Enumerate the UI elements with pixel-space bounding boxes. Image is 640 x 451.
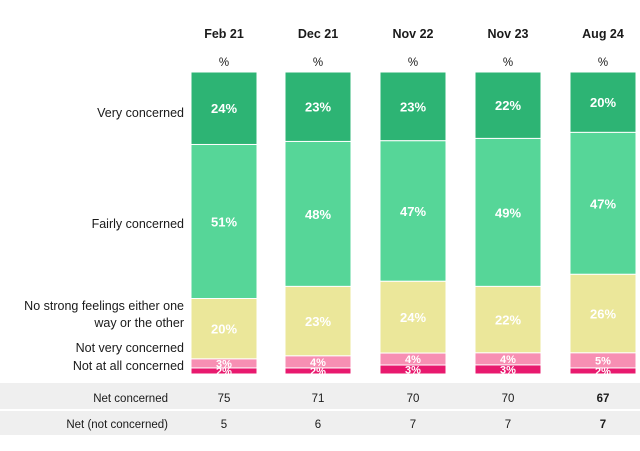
data-label-not-at-all-concerned-feb-21: 2% [216,366,232,378]
net-value-net-not-concerned-feb-21: 5 [221,419,227,431]
data-label-no-strong-feelings-either-one-way-or-the-other-dec-21: 23% [305,314,331,329]
data-label-not-very-concerned-nov-23: 4% [500,354,516,366]
series-label-not-at-all-concerned: Not at all concerned [73,359,184,373]
bar-segment-not-at-all-concerned-feb-21 [190,367,258,375]
data-label-very-concerned-aug-24: 20% [590,95,616,110]
data-label-not-at-all-concerned-nov-22: 3% [405,365,421,377]
bar-segment-fairly-concerned-aug-24 [569,131,637,275]
series-label-very-concerned: Very concerned [97,106,184,120]
bar-segment-not-at-all-concerned-dec-21 [284,367,352,375]
data-label-fairly-concerned-nov-23: 49% [495,205,521,220]
bar-segment-no-strong-feelings-either-one-way-or-the-other-aug-24 [569,273,637,354]
data-label-no-strong-feelings-either-one-way-or-the-other-feb-21: 20% [211,322,237,337]
column-header-feb-21: Feb 21 [204,27,244,41]
net-value-net-concerned-aug-24: 67 [597,393,610,405]
bar-segment-very-concerned-nov-23 [474,71,542,139]
bar-segment-no-strong-feelings-either-one-way-or-the-other-nov-23 [474,285,542,354]
data-label-no-strong-feelings-either-one-way-or-the-other-aug-24: 26% [590,307,616,322]
net-value-net-not-concerned-nov-23: 7 [505,419,511,431]
bar-segment-fairly-concerned-nov-22 [379,140,447,282]
bar-segment-fairly-concerned-nov-23 [474,137,542,287]
net-value-net-concerned-dec-21: 71 [312,393,325,405]
data-label-fairly-concerned-nov-22: 47% [400,204,426,219]
bar-segment-very-concerned-feb-21 [190,71,258,145]
unit-label: % [313,57,323,69]
net-table-background [0,383,640,435]
data-label-not-at-all-concerned-dec-21: 2% [310,366,326,378]
bar-segment-very-concerned-nov-22 [379,71,447,142]
net-value-net-not-concerned-aug-24: 7 [600,419,606,431]
data-label-very-concerned-nov-22: 23% [400,99,426,114]
data-label-not-at-all-concerned-nov-23: 3% [500,364,516,376]
data-label-not-very-concerned-feb-21: 3% [216,358,232,370]
unit-label: % [598,57,608,69]
data-label-very-concerned-feb-21: 24% [211,101,237,116]
bar-segment-not-at-all-concerned-aug-24 [569,367,637,375]
data-label-no-strong-feelings-either-one-way-or-the-other-nov-22: 24% [400,310,426,325]
column-headers: Feb 21% Dec 21% Nov 22% Nov 23% Aug 24% [204,27,624,69]
series-labels: Very concerned Fairly concerned No strong … [24,106,184,373]
data-label-fairly-concerned-feb-21: 51% [211,214,237,229]
unit-label: % [408,57,418,69]
data-label-fairly-concerned-dec-21: 48% [305,207,331,222]
bar-segment-very-concerned-aug-24 [569,71,637,133]
bar-segment-no-strong-feelings-either-one-way-or-the-other-nov-22 [379,280,447,354]
unit-label: % [219,57,229,69]
net-row-label-net-not-concerned: Net (not concerned) [66,419,168,431]
data-label-not-very-concerned-nov-22: 4% [405,354,421,366]
column-header-nov-23: Nov 23 [488,27,529,41]
series-label-no-strong-feelings-either-one-way-or-the-other: No strong feelings either one way or the … [24,299,184,330]
bar-segment-not-at-all-concerned-nov-23 [474,364,542,375]
unit-label: % [503,57,513,69]
bars [190,71,637,375]
data-label-not-at-all-concerned-aug-24: 2% [595,366,611,378]
bar-segment-no-strong-feelings-either-one-way-or-the-other-dec-21 [284,285,352,357]
series-label-fairly-concerned: Fairly concerned [92,217,184,231]
data-label-not-very-concerned-aug-24: 5% [595,355,611,367]
data-label-not-very-concerned-dec-21: 4% [310,357,326,369]
data-label-very-concerned-nov-23: 22% [495,98,521,113]
net-row-label-net-concerned: Net concerned [93,393,168,405]
bar-segment-no-strong-feelings-either-one-way-or-the-other-feb-21 [190,298,258,360]
series-label-not-very-concerned: Not very concerned [76,341,184,355]
net-value-net-not-concerned-nov-22: 7 [410,419,416,431]
bar-segment-not-at-all-concerned-nov-22 [379,364,447,375]
column-header-nov-22: Nov 22 [393,27,434,41]
data-label-fairly-concerned-aug-24: 47% [590,196,616,211]
net-value-net-concerned-nov-23: 70 [502,393,515,405]
data-label-no-strong-feelings-either-one-way-or-the-other-nov-23: 22% [495,313,521,328]
net-value-net-concerned-feb-21: 75 [218,393,231,405]
segment-value-labels: 24%51%20%3%2%23%48%23%4%2%23%47%24%4%3%2… [211,95,616,378]
column-header-dec-21: Dec 21 [298,27,338,41]
net-value-net-not-concerned-dec-21: 6 [315,419,321,431]
net-value-net-concerned-nov-22: 70 [407,393,420,405]
data-label-very-concerned-dec-21: 23% [305,100,331,115]
column-header-aug-24: Aug 24 [582,27,624,41]
